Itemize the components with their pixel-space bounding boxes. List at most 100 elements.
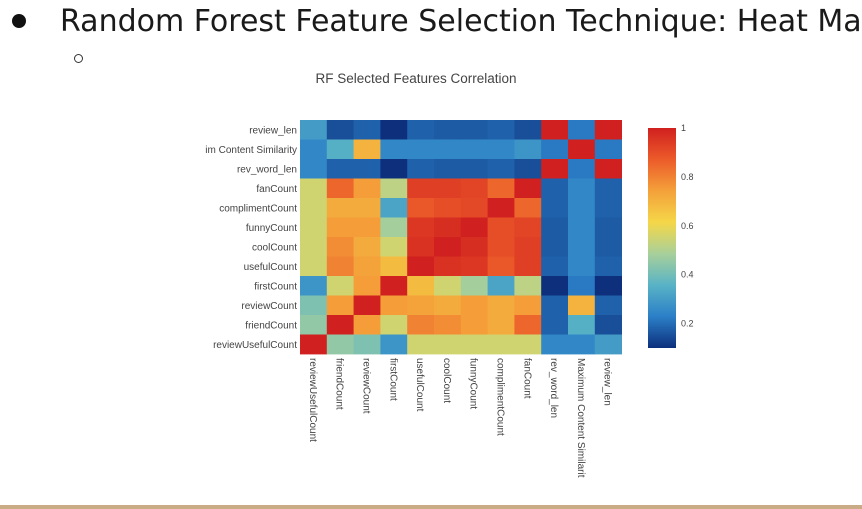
heatmap-cell bbox=[300, 295, 328, 316]
heatmap-cell bbox=[300, 159, 328, 179]
y-tick-label: funnyCount bbox=[246, 223, 297, 234]
heatmap-cell bbox=[407, 178, 435, 199]
heatmap-cell bbox=[300, 276, 328, 296]
heatmap-cell bbox=[434, 334, 462, 355]
heatmap-cell bbox=[434, 120, 462, 140]
heatmap-cell bbox=[487, 120, 515, 140]
heatmap-cell bbox=[407, 276, 435, 296]
heatmap-cell bbox=[487, 159, 515, 179]
heatmap-cell bbox=[434, 159, 462, 179]
heatmap-cell bbox=[407, 237, 435, 257]
heatmap-cell bbox=[487, 139, 515, 160]
heatmap-cell bbox=[326, 139, 354, 160]
y-tick-label: coolCount bbox=[252, 242, 297, 253]
heatmap-cell bbox=[434, 256, 462, 277]
heatmap-cell bbox=[514, 315, 542, 335]
heatmap-cell bbox=[568, 237, 596, 257]
heatmap-cell bbox=[300, 120, 328, 140]
bottom-rule bbox=[0, 505, 862, 509]
heatmap-cell bbox=[326, 120, 354, 140]
heatmap-cell bbox=[380, 256, 408, 277]
heatmap-cell bbox=[326, 334, 354, 355]
heatmap-cell bbox=[568, 120, 596, 140]
heatmap-cell bbox=[568, 295, 596, 316]
heatmap-cell bbox=[434, 198, 462, 218]
heatmap-cell bbox=[514, 120, 542, 140]
y-tick-label: review_len bbox=[249, 125, 297, 136]
heatmap-cell bbox=[407, 315, 435, 335]
heatmap-cell bbox=[594, 276, 622, 296]
heatmap-cell bbox=[541, 256, 569, 277]
heatmap-cell bbox=[380, 217, 408, 238]
heatmap-cell bbox=[380, 237, 408, 257]
heatmap-cell bbox=[460, 315, 488, 335]
heatmap-cell bbox=[353, 120, 381, 140]
heatmap-cell bbox=[487, 256, 515, 277]
heatmap-cell bbox=[568, 198, 596, 218]
heatmap-cell bbox=[541, 276, 569, 296]
heatmap-cell bbox=[300, 178, 328, 199]
heatmap-cell bbox=[594, 295, 622, 316]
heatmap-cell bbox=[353, 198, 381, 218]
heatmap-cell bbox=[407, 139, 435, 160]
y-tick-label: reviewCount bbox=[241, 301, 297, 312]
heatmap-cell bbox=[353, 178, 381, 199]
colorbar bbox=[648, 128, 676, 348]
heatmap-cell bbox=[594, 256, 622, 277]
heatmap-cell bbox=[380, 159, 408, 179]
heatmap-cell bbox=[487, 334, 515, 355]
heatmap-cell bbox=[594, 217, 622, 238]
heatmap-cell bbox=[568, 178, 596, 199]
heatmap-cell bbox=[541, 178, 569, 199]
heatmap-cell bbox=[300, 256, 328, 277]
heatmap-cell bbox=[300, 217, 328, 238]
heatmap-cell bbox=[326, 237, 354, 257]
heatmap-cell bbox=[487, 276, 515, 296]
heatmap-cell bbox=[407, 198, 435, 218]
heatmap-cell bbox=[326, 178, 354, 199]
heatmap-cell bbox=[326, 256, 354, 277]
heatmap-cell bbox=[460, 159, 488, 179]
heatmap-cell bbox=[300, 198, 328, 218]
heatmap-cell bbox=[541, 237, 569, 257]
heatmap-cell bbox=[380, 120, 408, 140]
x-tick-label: rev_word_len bbox=[548, 358, 559, 418]
heatmap-cell bbox=[434, 315, 462, 335]
x-tick-label: review_len bbox=[602, 358, 613, 406]
colorbar-tick-label: 1 bbox=[681, 123, 686, 133]
y-tick-label: fanCount bbox=[256, 184, 297, 195]
y-tick-label: friendCount bbox=[245, 320, 297, 331]
y-tick-label: firstCount bbox=[254, 281, 297, 292]
heatmap-cell bbox=[326, 198, 354, 218]
x-tick-label: fanCount bbox=[521, 358, 532, 399]
heatmap-cell bbox=[541, 139, 569, 160]
heatmap-cell bbox=[487, 315, 515, 335]
heatmap-cell bbox=[568, 217, 596, 238]
x-tick-label: Maximum Content Similarit bbox=[575, 358, 586, 478]
heatmap-cell bbox=[541, 334, 569, 355]
heatmap-cell bbox=[514, 256, 542, 277]
bullet-dot bbox=[12, 14, 26, 28]
heatmap-cell bbox=[326, 295, 354, 316]
heatmap-cell bbox=[514, 334, 542, 355]
heatmap-cell bbox=[514, 178, 542, 199]
heatmap-cell bbox=[541, 198, 569, 218]
heatmap-cell bbox=[487, 198, 515, 218]
heatmap-cell bbox=[380, 139, 408, 160]
heatmap-cell bbox=[434, 139, 462, 160]
heatmap-cell bbox=[353, 256, 381, 277]
y-tick-label: usefulCount bbox=[244, 262, 298, 273]
heatmap-cell bbox=[460, 198, 488, 218]
heatmap-cell bbox=[541, 295, 569, 316]
colorbar-tick-label: 0.4 bbox=[681, 270, 694, 280]
heatmap-cell bbox=[594, 198, 622, 218]
heatmap-cell bbox=[568, 334, 596, 355]
heatmap-cell bbox=[514, 198, 542, 218]
heatmap-cell bbox=[434, 217, 462, 238]
x-tick-label: friendCount bbox=[334, 358, 345, 410]
heatmap-cell bbox=[541, 217, 569, 238]
chart-title: RF Selected Features Correlation bbox=[315, 71, 516, 86]
heatmap-cell bbox=[514, 159, 542, 179]
heatmap-cell bbox=[380, 315, 408, 335]
